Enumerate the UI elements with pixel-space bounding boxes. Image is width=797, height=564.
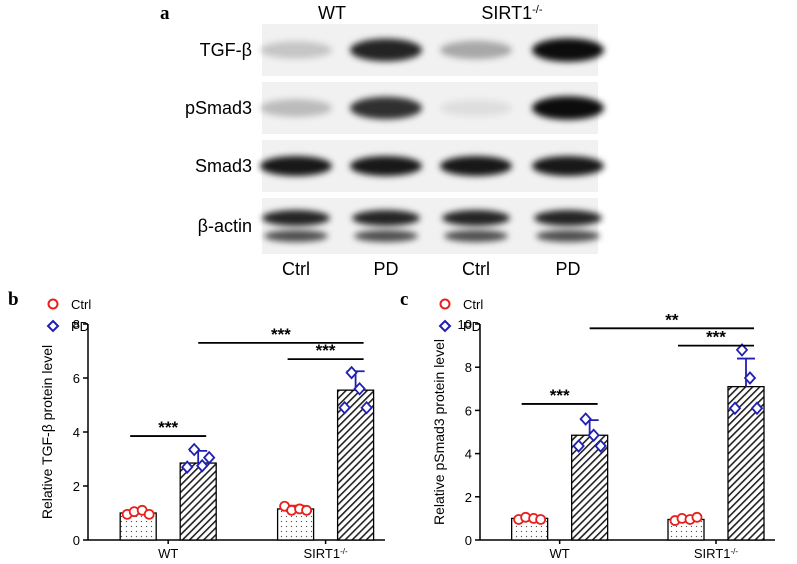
data-point-ctrl [301,504,313,516]
legend-label: PD [463,319,481,334]
blot-band [442,210,510,226]
y-tick-label: 6 [73,371,80,386]
data-point-ctrl [691,511,703,523]
blot-band [260,99,332,117]
data-point-pd [728,401,742,416]
blot-band [264,230,328,242]
legend-label: Ctrl [71,297,91,312]
blot-band [534,210,602,226]
data-point-pd [353,381,366,396]
data-point-pd [594,439,607,453]
y-axis-label: Relative TGF-β protein level [39,345,55,519]
data-point-ctrl [143,508,155,520]
blot-band [350,96,422,120]
y-tick-label: 0 [73,533,80,548]
data-point-pd [195,458,209,473]
blot-band [260,156,332,176]
y-tick-label: 4 [465,447,472,462]
legend-label: PD [71,319,89,334]
x-tick-label: WT [158,546,178,559]
blot-row: TGF-β [200,24,604,76]
blot-row: Smad3 [195,140,604,192]
blot-strip [262,198,598,254]
blot-row-label: β-actin [198,216,252,236]
x-tick-label: SIRT1-/- [694,546,739,559]
bar-pd [571,434,609,541]
data-point-pd [345,365,358,380]
blot-row: β-actin [198,198,602,254]
blot-band [440,156,512,176]
chart-psmad3: Ctrl PD 0 2 4 6 8 10 Relative pSmad3 protein lev… [431,297,775,561]
blot-row-label: TGF-β [200,40,252,60]
lane-label: Ctrl [462,259,490,279]
significance-label: *** [706,328,726,347]
data-point-pd [338,400,351,415]
blot-group-label-wt: WT [318,3,346,23]
lane-label: Ctrl [282,259,310,279]
lane-label: PD [373,259,398,279]
y-tick-label: 2 [73,479,80,494]
blot-band [352,210,420,226]
y-tick-label: 6 [465,403,472,418]
significance-label: *** [158,418,178,437]
legend-marker-pd [438,319,452,333]
data-point-pd [579,412,592,426]
y-tick-label: 0 [465,533,472,548]
western-blot-panel: a WT SIRT1-/- TGF-β pSmad3 Smad3 β-actin Ct… [160,3,604,279]
legend-label: Ctrl [463,297,483,312]
blot-band [354,230,418,242]
data-point-pd [587,428,600,443]
data-point-pd [360,400,373,415]
data-point-ctrl [535,514,547,525]
blot-band [440,40,512,60]
blot-row-label: Smad3 [195,156,252,176]
x-tick-label: SIRT1-/- [303,546,348,559]
significance-label: *** [550,386,570,405]
y-tick-label: 4 [73,425,80,440]
y-tick-label: 10 [458,317,472,332]
data-point-pd [735,343,749,357]
blot-band [532,156,604,176]
blot-band [350,156,422,176]
panel-letter-a: a [160,3,170,24]
data-point-pd [180,460,194,474]
panel-letter-c: c [400,289,408,310]
legend-marker-ctrl [47,298,59,310]
blot-row-label: pSmad3 [185,98,252,118]
blot-band [440,99,512,117]
y-tick-label: 2 [465,490,472,505]
data-point-pd [743,371,757,385]
blot-band [444,230,508,242]
chart-tgfb: Ctrl PD 0 2 4 6 8 Relative TGF-β protein level W… [39,297,385,561]
blot-band [532,38,604,62]
data-point-pd [187,442,201,457]
panel-letter-b: b [8,289,19,310]
y-tick-label: 8 [73,317,80,332]
legend-marker-pd [46,319,60,333]
data-point-pd [572,439,585,453]
blot-band [536,230,600,242]
significance-label: *** [271,325,291,344]
significance-label: ** [665,310,679,329]
y-axis-label: Relative pSmad3 protein level [431,339,447,525]
blot-row: pSmad3 [185,82,604,134]
bar-pd [179,462,217,541]
blot-band [262,210,330,226]
lane-label: PD [555,259,580,279]
legend-marker-ctrl [439,298,451,310]
y-tick-label: 8 [465,360,472,375]
x-tick-label: WT [550,546,570,559]
blot-band [260,41,332,59]
blot-group-label-sirt1: SIRT1-/- [481,3,543,23]
data-point-pd [750,401,764,416]
data-point-pd [202,450,216,465]
significance-label: *** [316,341,336,360]
blot-band [350,38,422,62]
blot-band [532,96,604,120]
